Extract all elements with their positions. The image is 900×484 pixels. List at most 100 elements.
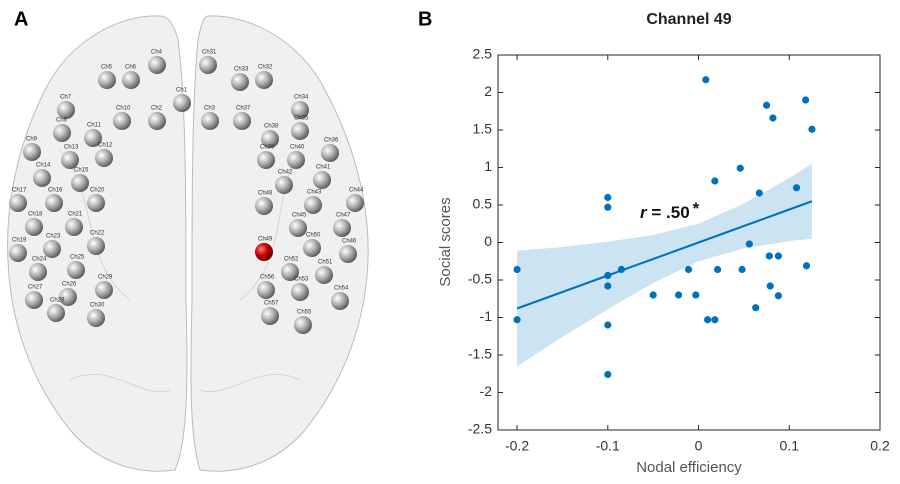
point (755, 189, 763, 197)
point (774, 252, 782, 260)
channel (201, 112, 219, 130)
channel (261, 130, 279, 148)
channel-label: Ch22 (90, 231, 105, 237)
channel-label: Ch16 (48, 188, 63, 194)
point (649, 291, 657, 299)
channel-label: Ch40 (290, 145, 305, 151)
channel-label: Ch5 (101, 65, 113, 71)
annotation-text: = .50 (651, 203, 689, 222)
channel (291, 122, 309, 140)
channel (98, 71, 116, 89)
point (745, 240, 753, 248)
channel-label: Ch54 (334, 286, 349, 292)
point (604, 193, 612, 202)
channel-label: Ch51 (318, 260, 333, 266)
channel (113, 112, 131, 130)
y-tick-label: 2 (484, 83, 492, 99)
point (736, 164, 744, 172)
channel (313, 171, 331, 189)
point (604, 271, 612, 280)
channel (9, 194, 27, 212)
point (762, 101, 771, 109)
panel-label: B (418, 8, 432, 30)
channel (87, 237, 105, 255)
point (738, 265, 746, 274)
highlighted-channel (255, 243, 273, 261)
y-tick-label: 0.5 (473, 196, 493, 212)
channel-label: Ch27 (28, 285, 43, 291)
point (604, 370, 612, 379)
channel (33, 169, 51, 187)
channel-label: Ch43 (307, 190, 322, 196)
channel-label: Ch17 (12, 188, 27, 194)
channel-label: Ch7 (60, 95, 72, 101)
point (604, 282, 612, 290)
annotation-mark: * (693, 199, 700, 218)
y-tick-label: 1 (484, 158, 492, 174)
channel-label: Ch45 (292, 213, 307, 219)
y-tick-label: -0.5 (468, 271, 492, 287)
channel (294, 316, 312, 334)
point (752, 304, 760, 312)
channel-label: Ch6 (125, 65, 137, 71)
channel-label: Ch32 (258, 65, 273, 71)
point (765, 252, 773, 260)
point (801, 96, 810, 104)
channel (339, 245, 357, 263)
panel-label: A (14, 8, 28, 30)
channel (57, 101, 75, 119)
channel-label: Ch48 (258, 191, 273, 197)
confidence-band (517, 163, 812, 367)
channel-label: Ch29 (98, 275, 113, 281)
channel-label: Ch33 (234, 67, 249, 73)
channel (25, 218, 43, 236)
channel-label: Ch2 (151, 106, 163, 112)
channel-label: Ch35 (294, 116, 309, 122)
channel (87, 309, 105, 327)
channel (275, 176, 293, 194)
channel-label: Ch30 (90, 303, 105, 309)
channel (291, 283, 309, 301)
x-tick-label: -0.1 (596, 438, 620, 454)
y-tick-label: 2.5 (473, 46, 493, 62)
channel (289, 219, 307, 237)
right-hemisphere (190, 15, 369, 472)
channel (87, 194, 105, 212)
y-axis-label: Social scores (437, 197, 454, 286)
channel-label: Ch19 (12, 238, 27, 244)
channel-label: Ch26 (62, 282, 77, 288)
channel-label: Ch20 (90, 188, 105, 194)
x-tick-label: 0 (695, 438, 703, 454)
point (704, 316, 712, 324)
channel-label: Ch1 (176, 88, 188, 94)
point (604, 203, 612, 211)
point (808, 125, 816, 133)
y-tick-label: 0 (484, 233, 492, 249)
channel (47, 304, 65, 322)
channel-label: Ch4 (151, 50, 163, 56)
channel (321, 144, 339, 162)
channel (25, 291, 43, 309)
channel (346, 194, 364, 212)
channel (65, 218, 83, 236)
channel-label: Ch24 (32, 257, 47, 263)
channel-label: Ch11 (87, 123, 102, 129)
channel (281, 263, 299, 281)
channel (67, 261, 85, 279)
channel (257, 151, 275, 169)
channel (53, 124, 71, 142)
channel-label: Ch52 (284, 257, 299, 263)
point (674, 291, 683, 299)
channel (122, 71, 140, 89)
channel (71, 174, 89, 192)
sulci (59, 149, 301, 393)
point (713, 265, 722, 274)
annotation-variable: r (640, 203, 648, 222)
channel-label: Ch18 (28, 212, 43, 218)
y-tick-label: -2 (480, 383, 493, 399)
channel-label: Ch55 (297, 310, 312, 316)
channel-label: Ch57 (264, 301, 279, 307)
annotation: r = .50 * (640, 199, 700, 222)
channel (29, 263, 47, 281)
